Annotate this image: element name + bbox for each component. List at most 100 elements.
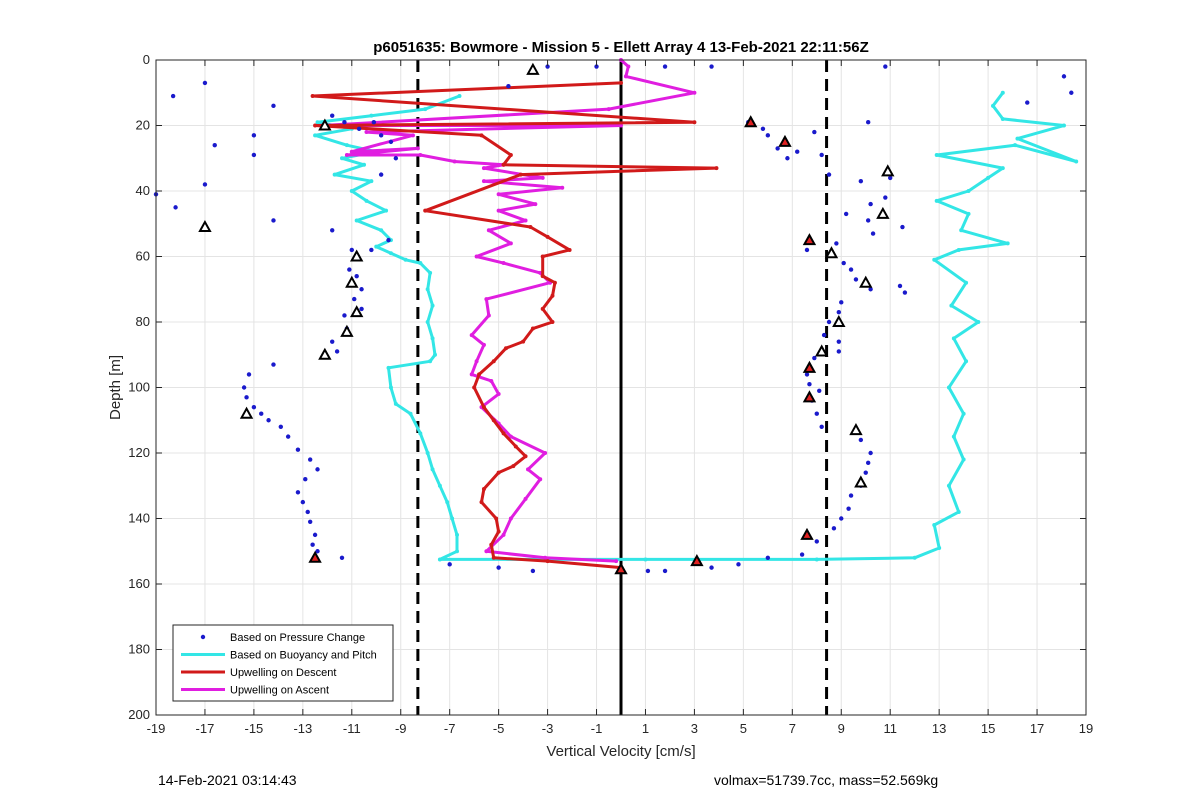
data-point [868, 287, 873, 292]
x-tick-label: 3 [691, 721, 698, 736]
data-point [976, 320, 981, 324]
data-point [836, 309, 842, 315]
series-line [320, 58, 696, 563]
y-axis-label: Depth [m] [107, 355, 124, 420]
triangle-marker [832, 314, 846, 327]
data-point [736, 562, 741, 567]
data-point [501, 431, 506, 436]
data-point [371, 120, 377, 125]
data-point [897, 283, 903, 289]
data-point [932, 257, 937, 262]
data-point [310, 94, 315, 99]
data-point [814, 539, 819, 544]
data-point [956, 509, 961, 514]
data-point [378, 172, 384, 177]
data-point [354, 218, 359, 223]
data-point [619, 80, 623, 85]
series-based-on-pressure-change [153, 64, 1074, 574]
triangle-marker [876, 206, 890, 219]
data-point [374, 244, 379, 249]
data-point [295, 447, 301, 452]
data-point [481, 487, 486, 492]
data-point [883, 195, 888, 200]
data-point [841, 260, 846, 266]
triangle-marker [854, 475, 868, 488]
data-point [496, 192, 501, 197]
data-point [804, 247, 810, 253]
data-point [550, 320, 555, 324]
x-tick-label: 15 [981, 721, 995, 736]
data-point [848, 493, 854, 498]
data-point [506, 84, 511, 89]
data-point [310, 542, 315, 547]
data-point [765, 133, 771, 138]
data-point [369, 179, 374, 184]
data-point [966, 211, 971, 216]
data-point [560, 185, 565, 190]
data-point [408, 411, 413, 416]
data-point [868, 201, 873, 207]
data-point [344, 143, 349, 148]
data-point [433, 352, 437, 357]
data-point [1015, 136, 1020, 141]
data-point [369, 113, 374, 118]
data-point [307, 457, 313, 462]
data-point [469, 372, 474, 377]
y-tick-label: 40 [136, 183, 150, 198]
y-tick-label: 20 [136, 118, 150, 133]
data-point [863, 470, 868, 475]
legend-label: Based on Buoyancy and Pitch [230, 650, 377, 662]
triangle-marker-filled [800, 527, 814, 540]
x-tick-label: 7 [789, 721, 796, 736]
legend: Based on Pressure Change Based on Buoyanc… [172, 624, 394, 702]
data-point [501, 261, 506, 266]
data-point [775, 146, 780, 151]
data-point [437, 557, 442, 562]
data-point [491, 418, 496, 423]
data-point [340, 156, 344, 161]
data-point [821, 332, 827, 338]
x-tick-label: 17 [1030, 721, 1044, 736]
data-point [1005, 241, 1010, 246]
data-point [543, 451, 548, 455]
data-point [259, 411, 264, 416]
data-point [567, 247, 572, 252]
data-point [481, 179, 486, 184]
data-point [403, 257, 408, 262]
data-point [812, 129, 817, 135]
data-point [386, 365, 391, 370]
data-point [251, 152, 257, 158]
data-point [428, 359, 433, 364]
data-point [888, 175, 893, 181]
data-point [900, 224, 905, 230]
data-point [315, 467, 320, 472]
triangle-marker [239, 406, 254, 419]
data-point [662, 64, 668, 69]
data-point [418, 261, 423, 266]
data-point [344, 152, 349, 157]
x-tick-label: -1 [591, 721, 603, 736]
data-point [714, 166, 719, 171]
data-point [545, 234, 550, 239]
data-point [1074, 159, 1079, 164]
data-point [501, 162, 506, 167]
data-point [709, 64, 714, 69]
triangle-marker [824, 246, 839, 259]
y-tick-label: 180 [128, 642, 150, 657]
y-tick-label: 140 [128, 511, 150, 526]
data-point [418, 431, 423, 436]
data-point [315, 120, 320, 125]
data-point [839, 300, 844, 305]
x-tick-label: -19 [147, 721, 166, 736]
data-point [934, 152, 939, 157]
data-point [533, 202, 538, 207]
data-point [305, 509, 310, 515]
triangle-marker-filled [802, 233, 817, 246]
data-point [418, 152, 423, 157]
data-point [961, 457, 966, 462]
data-point [447, 562, 452, 567]
data-point [868, 450, 873, 456]
data-point [643, 557, 648, 562]
series-open-triangle-markers [198, 62, 895, 488]
data-point [315, 549, 320, 554]
